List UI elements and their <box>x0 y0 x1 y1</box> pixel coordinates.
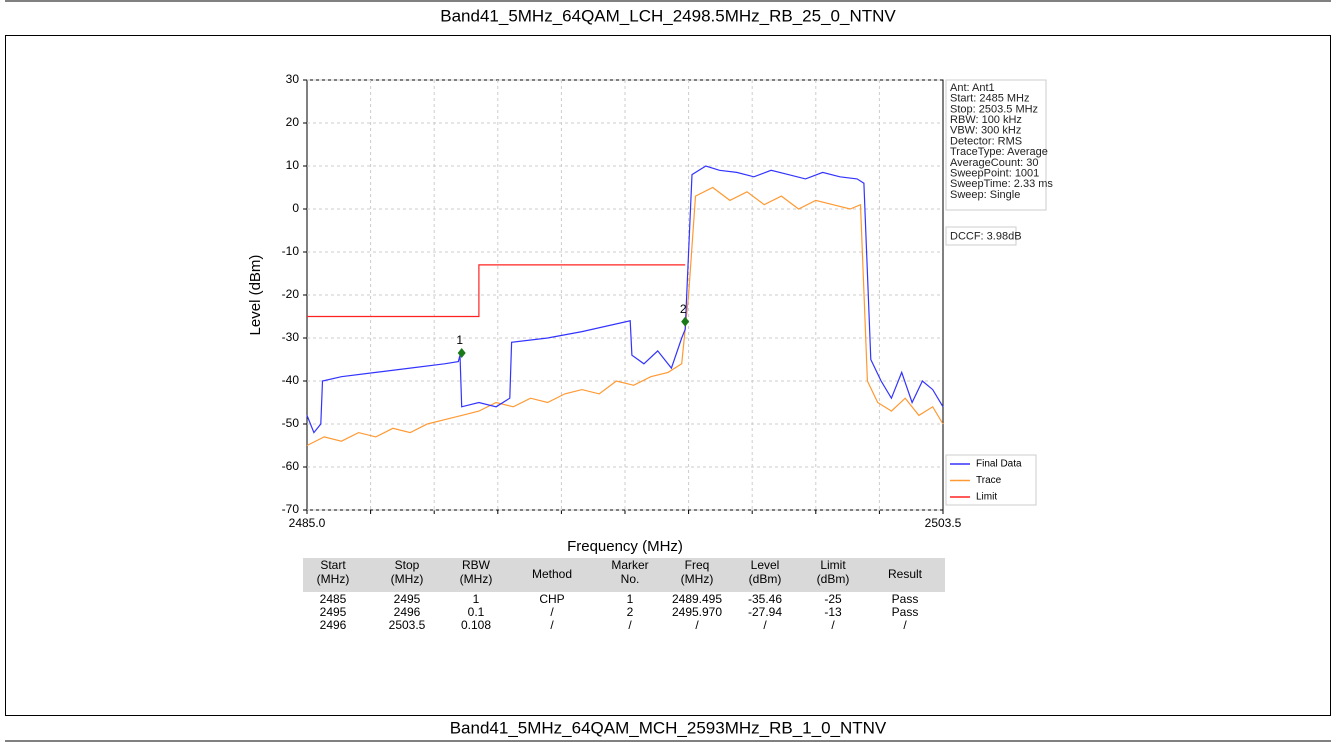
y-tick-label: -10 <box>282 244 300 258</box>
table-header: Start <box>320 558 346 572</box>
y-tick-label: -50 <box>282 416 300 430</box>
legend-label: Final Data <box>976 459 1022 470</box>
table-header: No. <box>621 572 640 586</box>
table-header: Method <box>532 567 572 581</box>
y-axis-label: Level (dBm) <box>247 255 264 336</box>
marker-label: 2 <box>680 302 687 316</box>
y-tick-label: 0 <box>292 201 299 215</box>
table-header: Stop <box>395 558 420 572</box>
table-cell: / <box>903 618 907 632</box>
info-box <box>945 79 1047 211</box>
y-tick-label: 10 <box>286 158 300 172</box>
section-box <box>5 35 1331 716</box>
table-header: Result <box>888 567 923 581</box>
table-cell: 2495 <box>394 592 421 606</box>
series-line <box>306 186 944 447</box>
table-cell: 1 <box>627 592 634 606</box>
section-title: Band41_5MHz_64QAM_LCH_2498.5MHz_RB_25_0_… <box>440 6 896 25</box>
marker <box>681 316 690 327</box>
table-cell: 2489.495 <box>672 592 722 606</box>
info-line: Sweep: Single <box>950 189 1020 201</box>
legend-label: Trace <box>976 475 1002 486</box>
table-cell: 1 <box>473 592 480 606</box>
table-header: Level <box>751 558 780 572</box>
marker <box>457 348 466 359</box>
info-line: TraceType: Average <box>950 146 1048 158</box>
table-cell: 2495.970 <box>672 605 722 619</box>
table-cell: / <box>831 618 835 632</box>
series-line <box>306 165 944 434</box>
section-title: Band41_5MHz_64QAM_MCH_2593MHz_RB_1_0_NTN… <box>450 718 887 737</box>
x-tick-label: 2485.0 <box>289 516 326 530</box>
table-cell: / <box>695 618 699 632</box>
y-tick-label: -40 <box>282 373 300 387</box>
table-cell: -25 <box>824 592 842 606</box>
info-line: SweepPoint: 1001 <box>950 168 1039 180</box>
dccf-box <box>945 226 1017 246</box>
table-cell: -13 <box>824 605 842 619</box>
table-cell: 2496 <box>320 618 347 632</box>
y-tick-label: -30 <box>282 330 300 344</box>
x-axis-label: Frequency (MHz) <box>567 538 683 555</box>
table-cell: 2 <box>627 605 634 619</box>
y-tick-label: -20 <box>282 287 300 301</box>
table-cell: / <box>550 605 554 619</box>
table-cell: Pass <box>892 592 919 606</box>
table-header: (MHz) <box>317 572 350 586</box>
table-header: (MHz) <box>391 572 424 586</box>
table-cell: 0.1 <box>468 605 485 619</box>
legend-label: Limit <box>976 492 997 503</box>
table-cell: CHP <box>539 592 564 606</box>
y-tick-label: 20 <box>286 115 300 129</box>
table-header-bg <box>303 558 945 592</box>
table-cell: 2496 <box>394 605 421 619</box>
series-line <box>307 264 686 318</box>
table-header: (MHz) <box>681 572 714 586</box>
marker-label: 1 <box>456 333 463 347</box>
table-header: Limit <box>820 558 846 572</box>
table-header: (MHz) <box>460 572 493 586</box>
info-line: RBW: 100 kHz <box>950 114 1022 126</box>
table-cell: Pass <box>892 605 919 619</box>
x-tick-label: 2503.5 <box>925 516 962 530</box>
table-header: Marker <box>611 558 648 572</box>
info-line: AverageCount: 30 <box>950 157 1038 169</box>
info-line: Ant: Ant1 <box>950 82 995 94</box>
y-tick-label: -70 <box>282 502 300 516</box>
info-line: Detector: RMS <box>950 135 1022 147</box>
table-cell: -35.46 <box>748 592 782 606</box>
table-cell: / <box>763 618 767 632</box>
info-line: Stop: 2503.5 MHz <box>950 103 1038 115</box>
info-line: Start: 2485 MHz <box>950 93 1029 105</box>
table-cell: / <box>550 618 554 632</box>
table-cell: 0.108 <box>461 618 491 632</box>
y-tick-label: -60 <box>282 459 300 473</box>
table-cell: 2485 <box>320 592 347 606</box>
dccf-label: DCCF: 3.98dB <box>950 230 1022 242</box>
info-line: SweepTime: 2.33 ms <box>950 178 1053 190</box>
table-header: Freq <box>685 558 710 572</box>
table-cell: / <box>628 618 632 632</box>
y-tick-label: 30 <box>286 72 300 86</box>
table-header: (dBm) <box>749 572 782 586</box>
table-header: (dBm) <box>817 572 850 586</box>
table-cell: -27.94 <box>748 605 782 619</box>
table-cell: 2495 <box>320 605 347 619</box>
info-line: VBW: 300 kHz <box>950 125 1021 137</box>
table-header: RBW <box>462 558 491 572</box>
table-cell: 2503.5 <box>389 618 426 632</box>
